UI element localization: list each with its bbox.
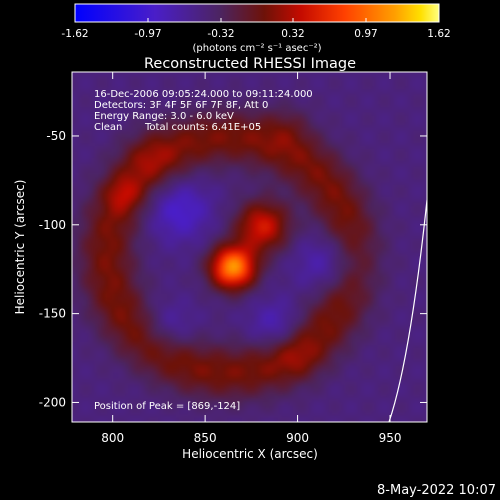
y-axis-label: Heliocentric Y (arcsec) [13, 180, 27, 315]
x-axis-label: Heliocentric X (arcsec) [182, 447, 318, 461]
colorbar [74, 3, 440, 23]
footer-timestamp: 8-May-2022 10:07 [377, 483, 496, 498]
colorbar-ticks [74, 18, 440, 22]
colorbar-label: (photons cm⁻² s⁻¹ asec⁻²) [192, 43, 321, 54]
annotation-energy: Energy Range: 3.0 - 6.0 keV [94, 111, 234, 122]
y-tick-label: -100 [39, 218, 66, 232]
colorbar-tick-label: -0.97 [134, 28, 161, 40]
info-annotations: 16-Dec-2006 09:05:24.000 to 09:11:24.000… [94, 89, 313, 412]
plot-frame [71, 71, 428, 423]
colorbar-tick-label: -0.32 [207, 28, 234, 40]
heatmap-image [72, 72, 427, 422]
x-tick-label: 800 [101, 431, 124, 445]
annotation-total-counts: Total counts: 6.41E+05 [144, 122, 261, 133]
solar-limb-line [388, 199, 427, 422]
colorbar-tick-label: 1.62 [427, 28, 450, 40]
colorbar-tick-label: -1.62 [61, 28, 88, 40]
x-tick-label: 950 [379, 431, 402, 445]
y-tick-label: -200 [39, 395, 66, 409]
colorbar-tick-label: 0.97 [354, 28, 377, 40]
chart-title: Reconstructed RHESSI Image [144, 56, 356, 72]
x-tick-label: 850 [194, 431, 217, 445]
annotation-time-range: 16-Dec-2006 09:05:24.000 to 09:11:24.000 [94, 89, 313, 100]
y-tick-label: -50 [46, 129, 66, 143]
y-axis-ticks: -50 -100 -150 -200 [39, 129, 427, 409]
colorbar-tick-labels: -1.62 -0.97 -0.32 0.32 0.97 1.62 [61, 28, 450, 40]
x-axis-ticks: 800 850 900 950 [101, 72, 401, 445]
annotation-detectors: Detectors: 3F 4F 5F 6F 7F 8F, Att 0 [94, 100, 268, 111]
annotation-peak-position: Position of Peak = [869,-124] [94, 401, 240, 412]
colorbar-tick-label: 0.32 [281, 28, 304, 40]
annotation-clean: Clean [94, 122, 122, 133]
y-tick-label: -150 [39, 307, 66, 321]
x-tick-label: 900 [286, 431, 309, 445]
